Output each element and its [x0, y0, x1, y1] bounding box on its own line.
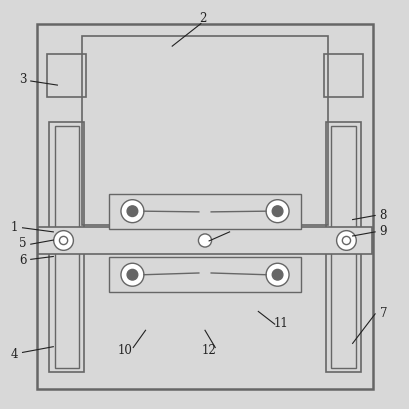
Circle shape — [272, 270, 282, 281]
Text: 3: 3 — [19, 73, 26, 86]
Bar — [108, 194, 301, 229]
Text: 4: 4 — [11, 347, 18, 360]
Text: 10: 10 — [117, 343, 132, 356]
Text: 9: 9 — [379, 225, 386, 238]
Circle shape — [265, 264, 288, 287]
Text: 7: 7 — [379, 306, 386, 319]
Circle shape — [127, 206, 137, 217]
Circle shape — [54, 231, 73, 251]
Bar — [323, 55, 362, 98]
Text: 6: 6 — [19, 253, 26, 266]
Bar — [108, 258, 301, 292]
Circle shape — [127, 270, 137, 281]
Circle shape — [336, 231, 355, 251]
Bar — [330, 127, 355, 368]
Circle shape — [59, 237, 67, 245]
Text: 1: 1 — [11, 220, 18, 234]
Bar — [47, 55, 86, 98]
Circle shape — [198, 234, 211, 247]
Bar — [38, 227, 371, 254]
Circle shape — [342, 237, 350, 245]
Text: 11: 11 — [273, 317, 288, 330]
Text: 5: 5 — [19, 237, 26, 250]
Bar — [325, 123, 360, 372]
Bar — [82, 37, 327, 225]
Bar — [49, 123, 84, 372]
Circle shape — [121, 200, 144, 223]
Bar — [37, 25, 372, 389]
Circle shape — [121, 264, 144, 287]
Text: 8: 8 — [379, 208, 386, 221]
Bar — [54, 127, 79, 368]
Text: 13: 13 — [226, 225, 240, 238]
Text: 2: 2 — [199, 12, 206, 25]
Text: 12: 12 — [201, 343, 216, 356]
Circle shape — [272, 206, 282, 217]
Circle shape — [265, 200, 288, 223]
